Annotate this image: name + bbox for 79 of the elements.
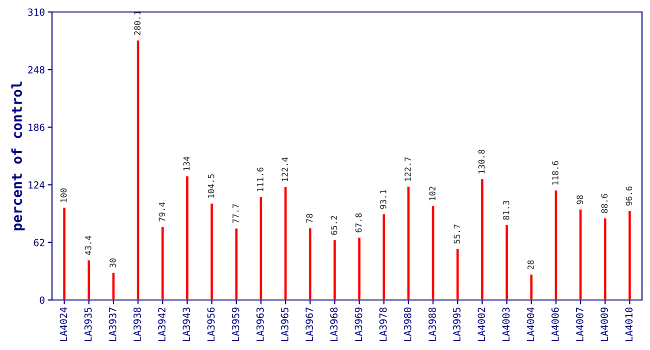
y-tick-label: 186 [28,124,44,132]
x-tick-label: LA4007 [576,308,584,342]
x-tick-label: LA3956 [207,308,215,342]
x-tick-label: LA4004 [526,307,534,342]
bar [578,208,584,300]
y-axis-title: percent of control [11,82,25,230]
data-label: 93.1 [380,190,386,209]
bar [553,189,558,300]
data-label: 67.8 [355,213,362,232]
bar [136,39,141,300]
bar [381,212,386,300]
data-label: 43.4 [85,236,92,256]
data-label: 55.7 [454,224,460,244]
bar [184,174,190,300]
x-tick-label: LA4024 [60,307,68,342]
data-label: 122.4 [282,157,288,182]
data-label: 30 [110,258,116,268]
x-tick-label: LA4010 [625,308,633,342]
y-tick-label: 62 [34,238,44,246]
bar [528,273,534,300]
x-tick-label: LA3988 [428,308,436,342]
data-label: 65.2 [330,216,338,235]
data-label: 98 [576,195,583,204]
bar [332,238,338,300]
x-tick-label: LA3935 [84,308,92,342]
x-tick-label: LA3967 [306,308,313,342]
data-label: 104.5 [208,174,214,198]
bar [356,236,362,300]
x-tick-label: LA3965 [281,308,288,342]
data-label: 111.6 [257,168,264,192]
bar [406,185,411,300]
data-label: 130.8 [478,150,485,174]
bar [627,210,632,300]
bar [234,227,239,300]
data-label: 96.6 [626,186,632,206]
y-tick-label: 0 [40,296,44,304]
x-tick-label: LA3942 [158,308,166,342]
bar [283,186,288,300]
x-tick-label: LA3938 [134,308,141,342]
data-label: 78 [306,214,313,223]
data-label: 79.4 [158,202,166,222]
x-tick-label: LA4006 [551,308,559,342]
data-label: 122.7 [404,157,411,181]
y-tick-label: 310 [28,8,44,16]
data-label: 88.6 [601,194,608,213]
bar [258,196,264,300]
bar [110,271,116,300]
data-label: 81.3 [502,200,510,220]
bar [430,204,436,300]
bar [209,202,214,300]
bar [602,216,608,300]
x-tick-label: LA3959 [232,308,240,342]
x-tick-label: LA3969 [354,308,362,342]
bar [504,224,510,300]
data-label: 28 [528,260,534,270]
x-tick-label: LA3968 [330,308,338,342]
bar [308,226,313,300]
bar [62,206,67,300]
data-label: 100 [60,188,67,202]
bar [160,226,166,300]
x-tick-label: LA3995 [453,308,460,342]
x-tick-label: LA3980 [404,308,412,342]
x-tick-label: LA3937 [108,308,116,342]
x-tick-label: LA3963 [256,308,264,342]
data-label: 280.1 [134,11,140,35]
x-tick-label: LA4003 [502,308,510,342]
x-tick-label: LA3978 [379,308,387,342]
data-label: 77.7 [232,204,239,224]
y-tick-label: 124 [28,181,45,189]
data-label: 102 [429,186,436,200]
data-label: 118.6 [552,161,558,185]
bar [480,178,485,300]
x-tick-label: LA4009 [600,308,608,342]
x-tick-label: LA3943 [182,308,190,342]
y-tick-label: 248 [28,66,44,74]
x-tick-label: LA4002 [478,308,486,342]
bar [455,248,460,300]
data-label: 134 [183,156,190,170]
bar [86,258,92,300]
